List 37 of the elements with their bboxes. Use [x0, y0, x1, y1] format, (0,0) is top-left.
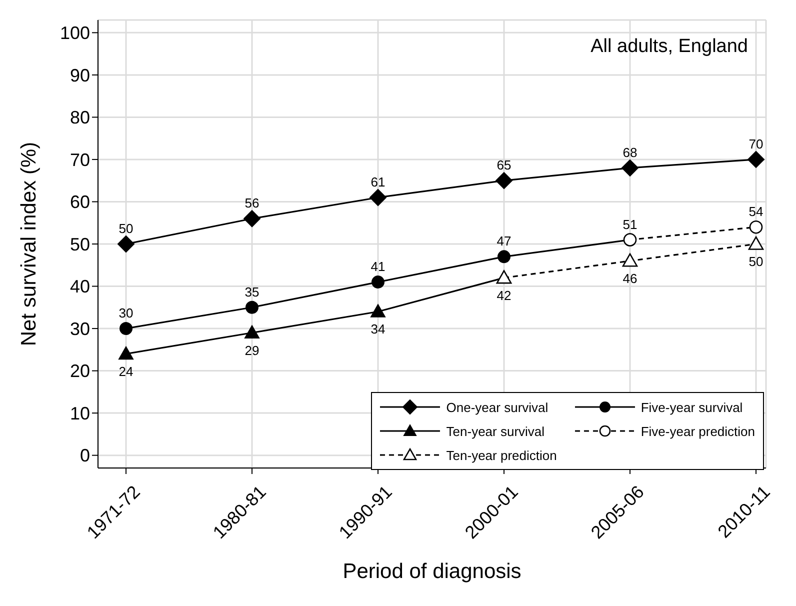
y-tick-label: 60: [70, 192, 90, 212]
data-label: 30: [118, 306, 134, 321]
y-tick-label: 20: [70, 361, 90, 382]
data-label: 65: [496, 158, 512, 173]
data-label: 41: [370, 259, 386, 274]
legend-label: Five-year prediction: [640, 424, 755, 438]
data-label: 47: [496, 234, 512, 249]
data-label: 61: [370, 174, 386, 190]
y-tick-label: 40: [70, 276, 90, 297]
data-label: 54: [748, 204, 764, 220]
x-axis-title: Period of diagnosis: [342, 560, 522, 583]
legend-label: Five-year survival: [640, 400, 743, 414]
data-label: 51: [622, 216, 638, 232]
y-axis-title: Net survival index (%): [17, 142, 40, 346]
data-label: 35: [244, 284, 260, 300]
data-label: 50: [748, 254, 764, 269]
data-label: 50: [118, 221, 134, 236]
data-label: 24: [118, 364, 134, 379]
legend-label: Ten-year prediction: [446, 448, 557, 462]
data-label: 29: [244, 342, 260, 358]
y-tick-label: 90: [70, 65, 90, 86]
y-tick-label: 70: [70, 150, 90, 170]
data-label: 56: [244, 196, 260, 211]
data-label: 68: [622, 144, 638, 160]
legend-label: Ten-year survival: [446, 424, 545, 438]
y-tick-label: 30: [70, 318, 90, 339]
y-tick-label: 50: [70, 234, 90, 254]
data-label: 34: [370, 322, 386, 337]
data-label: 42: [496, 288, 512, 303]
y-tick-label: 80: [70, 108, 90, 128]
y-tick-label: 10: [70, 403, 90, 424]
y-tick-label: 100: [60, 23, 90, 44]
data-label: 70: [748, 136, 764, 152]
y-tick-label: 0: [80, 446, 90, 466]
data-label: 46: [622, 270, 638, 286]
legend-label: One-year survival: [446, 400, 548, 414]
annotation: All adults, England: [590, 36, 748, 58]
